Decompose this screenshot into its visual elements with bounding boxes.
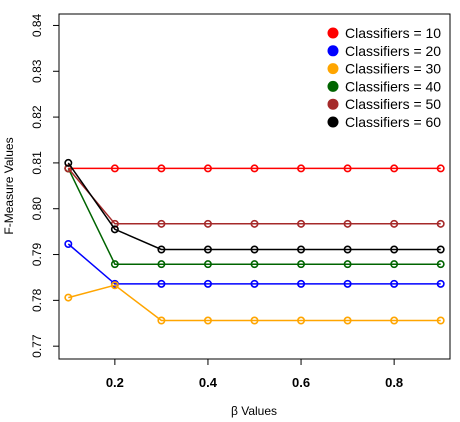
data-point xyxy=(343,316,352,325)
legend-marker xyxy=(327,80,339,92)
series-line xyxy=(68,284,441,322)
y-tick-label: 0.79 xyxy=(30,243,44,267)
data-point xyxy=(297,316,306,325)
data-point xyxy=(64,293,73,302)
data-point xyxy=(203,245,212,254)
data-point xyxy=(297,164,306,173)
data-point xyxy=(297,219,306,228)
legend-label: Classifiers = 20 xyxy=(345,43,441,59)
data-point xyxy=(436,316,445,325)
legend-marker xyxy=(327,27,339,39)
data-point xyxy=(436,219,445,228)
y-axis-title: F-Measure Values xyxy=(2,137,16,234)
x-tick-label: 0.4 xyxy=(199,375,218,390)
data-point xyxy=(64,158,73,167)
y-tick-label: 0.83 xyxy=(30,59,44,83)
data-point xyxy=(203,219,212,228)
legend-label: Classifiers = 50 xyxy=(345,96,441,112)
data-point xyxy=(436,279,445,288)
data-point xyxy=(343,260,352,269)
y-tick-label: 0.84 xyxy=(30,13,44,37)
data-point xyxy=(390,245,399,254)
x-axis-title: β Values xyxy=(231,404,277,418)
data-point xyxy=(390,316,399,325)
x-axis: 0.2 0.4 0.6 0.8 xyxy=(106,358,403,390)
y-tick-label: 0.82 xyxy=(30,105,44,129)
data-point xyxy=(297,260,306,269)
data-point xyxy=(343,245,352,254)
legend-label: Classifiers = 60 xyxy=(345,114,441,130)
x-tick-label: 0.6 xyxy=(292,375,310,390)
data-point xyxy=(203,260,212,269)
legend-label: Classifiers = 30 xyxy=(345,61,441,77)
legend-marker xyxy=(327,116,339,128)
data-point xyxy=(390,219,399,228)
data-point xyxy=(157,279,166,288)
data-point xyxy=(157,260,166,269)
legend: Classifiers = 10 Classifiers = 20 Classifi… xyxy=(327,25,441,130)
data-point xyxy=(203,316,212,325)
data-point xyxy=(157,164,166,173)
data-point xyxy=(390,279,399,288)
data-point xyxy=(157,245,166,254)
series-line xyxy=(67,162,441,251)
y-axis: 0.77 0.78 0.79 0.80 0.81 0.82 0.83 0.84 xyxy=(30,13,60,358)
data-point xyxy=(110,281,119,290)
data-point xyxy=(64,240,73,249)
data-point xyxy=(250,260,259,269)
y-tick-label: 0.78 xyxy=(30,288,44,312)
x-tick-label: 0.8 xyxy=(385,375,403,390)
legend-marker xyxy=(327,63,339,75)
data-point xyxy=(390,260,399,269)
data-point xyxy=(297,279,306,288)
data-point xyxy=(250,219,259,228)
series-line xyxy=(67,243,441,285)
y-tick-label: 0.77 xyxy=(30,334,44,358)
data-point xyxy=(297,245,306,254)
data-point xyxy=(110,164,119,173)
data-point xyxy=(250,279,259,288)
data-point xyxy=(343,279,352,288)
legend-label: Classifiers = 40 xyxy=(345,78,441,94)
y-tick-label: 0.80 xyxy=(30,197,44,221)
data-point xyxy=(436,245,445,254)
y-tick-label: 0.81 xyxy=(30,151,44,175)
legend-label: Classifiers = 10 xyxy=(345,25,441,41)
data-point xyxy=(343,219,352,228)
data-point xyxy=(250,316,259,325)
data-point xyxy=(110,260,119,269)
data-point xyxy=(390,164,399,173)
data-point xyxy=(343,164,352,173)
legend-marker xyxy=(327,45,339,57)
data-point xyxy=(203,164,212,173)
data-point xyxy=(203,279,212,288)
legend-marker xyxy=(327,98,339,110)
data-point xyxy=(436,260,445,269)
data-point xyxy=(250,245,259,254)
data-point xyxy=(110,225,119,234)
data-point xyxy=(157,219,166,228)
data-point xyxy=(436,164,445,173)
data-point xyxy=(250,164,259,173)
data-point xyxy=(157,316,166,325)
series-layer xyxy=(64,158,445,325)
series-line xyxy=(67,167,441,225)
series-line xyxy=(67,168,441,265)
x-tick-label: 0.2 xyxy=(106,375,124,390)
